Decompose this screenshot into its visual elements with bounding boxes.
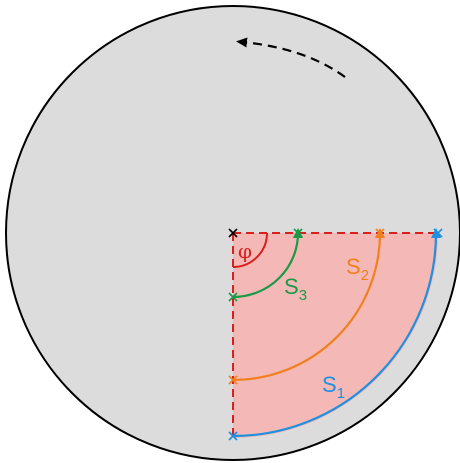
s2-label-index: 2 xyxy=(361,267,369,284)
s3-label-index: 3 xyxy=(299,287,307,304)
center-point-marker xyxy=(228,228,238,238)
s1-label-index: 1 xyxy=(337,385,345,402)
s3-label: S3 xyxy=(284,274,307,304)
s3-label-name: S xyxy=(284,274,299,299)
s1-end-marker xyxy=(433,228,443,238)
s1-label-name: S xyxy=(322,372,337,397)
s3-end-marker xyxy=(293,228,303,238)
s2-start-marker xyxy=(228,375,238,385)
s3-start-marker xyxy=(228,292,238,302)
angle-arc xyxy=(232,232,268,268)
quarter-sector xyxy=(233,233,438,438)
s1-path-arc xyxy=(232,228,441,438)
s2-label: S2 xyxy=(346,254,369,284)
s2-label-name: S xyxy=(346,254,361,279)
s1-start-marker xyxy=(228,431,238,441)
s2-end-marker xyxy=(375,228,385,238)
s1-label: S1 xyxy=(322,372,345,402)
rotation-arrow xyxy=(236,37,346,78)
angle-label: φ xyxy=(238,239,252,263)
s2-path-arc xyxy=(232,228,385,382)
s3-path-arc xyxy=(232,228,303,299)
